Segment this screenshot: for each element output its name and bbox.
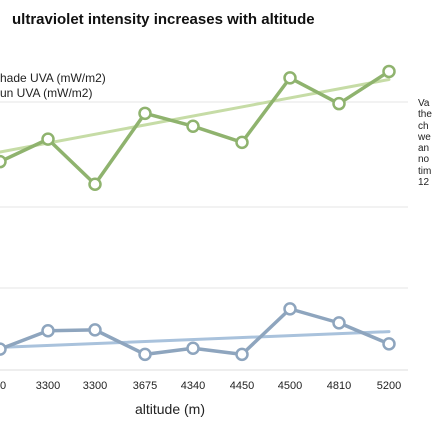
x-tick-label: 3675 — [133, 380, 157, 392]
sun-data-point — [382, 64, 396, 79]
shade-data-point — [88, 323, 102, 337]
x-tick-labels: 00 3300 3300 3675 4340 4450 4500 4810 5200 — [0, 380, 401, 392]
x-tick-label: 00 — [0, 380, 6, 392]
sun-data-point — [235, 135, 249, 150]
trend-lines — [0, 78, 391, 349]
side-note-line: an — [418, 143, 430, 155]
chart-title: ultraviolet intensity increases with alt… — [12, 11, 315, 28]
x-tick-label: 4500 — [278, 380, 302, 392]
legend-entry-shade: shade UVA (mW/m2) — [0, 71, 106, 85]
legend: shade UVA (mW/m2) sun UVA (mW/m2) — [0, 71, 112, 101]
sun-trend-line — [0, 78, 391, 154]
shade-data-point — [138, 347, 152, 362]
shade-data-point — [382, 337, 396, 351]
sun-data-point — [332, 96, 346, 111]
side-note-line: we — [418, 131, 431, 143]
sun-data-point — [41, 132, 55, 146]
side-note-text: Va the ch we an no tim 12 — [418, 98, 432, 188]
x-tick-label: 4450 — [230, 380, 254, 392]
sun-data-point — [88, 177, 102, 191]
x-tick-label: 3300 — [83, 380, 107, 392]
side-note-line: Va — [418, 98, 430, 109]
shade-data-point — [0, 342, 7, 356]
shade-data-point — [235, 347, 249, 362]
legend-entry-sun: sun UVA (mW/m2) — [0, 86, 93, 100]
side-note-line: 12 — [418, 177, 430, 189]
shade-trend-line — [0, 330, 391, 349]
x-tick-label: 4810 — [327, 380, 351, 392]
x-tick-label: 4340 — [181, 380, 205, 392]
side-note-line: no — [418, 154, 430, 166]
x-tick-label: 5200 — [377, 380, 401, 392]
sun-data-point — [0, 154, 7, 169]
side-note-line: ch — [418, 120, 429, 132]
sun-data-point — [186, 119, 200, 133]
x-axis-label: altitude (m) — [134, 401, 206, 417]
sun-data-point — [283, 71, 297, 85]
shade-data-point — [332, 316, 346, 330]
data-series — [0, 64, 396, 362]
shade-data-point — [41, 324, 55, 338]
shade-data-point — [283, 302, 297, 316]
side-note-line: the — [418, 109, 432, 121]
side-note-line: tim — [418, 165, 432, 177]
x-tick-label: 3300 — [36, 380, 60, 392]
shade-data-point — [186, 341, 200, 355]
sun-data-point — [138, 106, 152, 121]
